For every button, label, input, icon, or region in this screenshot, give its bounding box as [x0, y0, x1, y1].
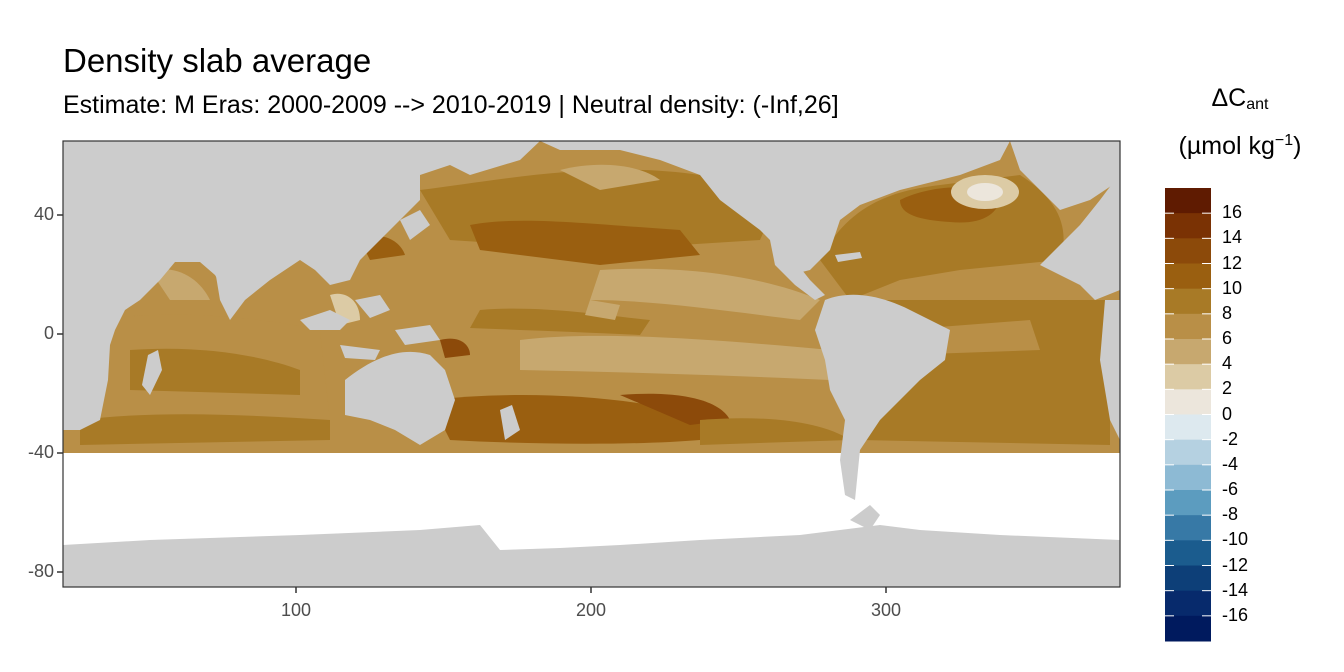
y-tick-label: 40 [33, 204, 54, 224]
legend-color-swatch [1165, 288, 1211, 315]
legend-label: -8 [1222, 504, 1239, 525]
legend-unit-sup: −1 [1274, 132, 1294, 149]
legend-color-swatch [1165, 439, 1211, 466]
legend-label: 16 [1222, 202, 1243, 223]
y-tick-label: -40 [27, 442, 54, 462]
legend-color-swatch [1165, 263, 1211, 290]
legend-color-swatch [1165, 364, 1211, 390]
x-tick-label: 300 [870, 600, 902, 620]
land-masses [63, 141, 1120, 587]
legend-title: ΔCant (µmol kg−1) [1160, 84, 1320, 161]
legend-label: 10 [1222, 277, 1243, 298]
legend-unit-post: ) [1293, 132, 1302, 160]
legend-label: 6 [1222, 328, 1233, 348]
legend-color-swatch [1165, 339, 1211, 365]
legend-label: -6 [1222, 479, 1239, 499]
legend-label: -10 [1222, 529, 1249, 550]
y-tick-label: -80 [27, 561, 54, 581]
legend-label: -16 [1222, 604, 1249, 625]
legend-label: -14 [1222, 579, 1249, 600]
y-tick-label: 0 [43, 323, 54, 343]
legend-label: 12 [1222, 252, 1243, 273]
legend-title-main: ΔC [1211, 84, 1247, 112]
legend-color-swatch [1165, 565, 1211, 592]
legend-label: 4 [1222, 353, 1233, 374]
legend-colorbar [1165, 188, 1211, 642]
legend-color-swatch [1165, 238, 1211, 264]
legend-unit-pre: (µmol kg [1178, 132, 1275, 160]
legend-color-swatch [1165, 188, 1211, 214]
legend-color-swatch [1165, 515, 1211, 541]
legend-label: -2 [1222, 428, 1239, 449]
legend-color-swatch [1165, 590, 1211, 617]
legend-color-swatch [1165, 540, 1211, 566]
legend-color-swatch [1165, 414, 1211, 441]
legend-color-swatch [1165, 490, 1211, 516]
legend-color-swatch [1165, 313, 1211, 340]
legend-color-swatch [1165, 389, 1211, 415]
legend-title-sub: ant [1246, 96, 1269, 113]
legend-label: -12 [1222, 554, 1249, 575]
legend-color-swatch [1165, 615, 1211, 642]
axis-ticks [57, 214, 887, 593]
legend-color-swatch [1165, 213, 1211, 239]
x-tick-label: 200 [575, 600, 607, 620]
legend-label: 2 [1222, 378, 1233, 399]
legend-label: 0 [1222, 403, 1233, 424]
map-subtitle: Estimate: M Eras: 2000-2009 --> 2010-201… [63, 91, 839, 119]
map-title: Density slab average [63, 42, 372, 79]
legend-label: 8 [1222, 302, 1233, 323]
legend-label: -4 [1222, 453, 1239, 474]
x-tick-label: 100 [280, 600, 312, 620]
legend-color-swatch [1165, 464, 1211, 491]
legend-label: 14 [1222, 227, 1243, 248]
